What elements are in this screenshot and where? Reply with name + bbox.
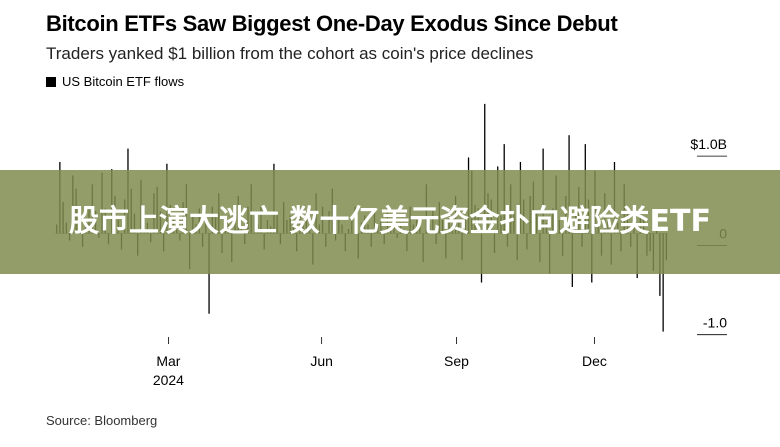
legend-swatch	[46, 76, 56, 87]
headline-banner-text: 股市上演大逃亡 数十亿美元资金扑向避险类ETF	[69, 204, 711, 239]
headline-banner: 股市上演大逃亡 数十亿美元资金扑向避险类ETF	[0, 170, 780, 274]
chart-subtitle: Traders yanked $1 billion from the cohor…	[46, 44, 534, 63]
chart-title: Bitcoin ETFs Saw Biggest One-Day Exodus …	[46, 11, 618, 36]
x-tick-label: Mar	[156, 353, 180, 369]
y-tick-label: -1.0	[703, 315, 727, 331]
x-tick-year-label: 2024	[153, 372, 184, 388]
y-tick-label: $1.0B	[690, 136, 727, 152]
x-tick-label: Dec	[582, 353, 607, 369]
source-note: Source: Bloomberg	[46, 413, 158, 428]
legend: US Bitcoin ETF flows	[46, 74, 184, 89]
x-tick-label: Sep	[444, 353, 469, 369]
legend-label: US Bitcoin ETF flows	[62, 74, 185, 89]
x-tick-label: Jun	[310, 353, 333, 369]
